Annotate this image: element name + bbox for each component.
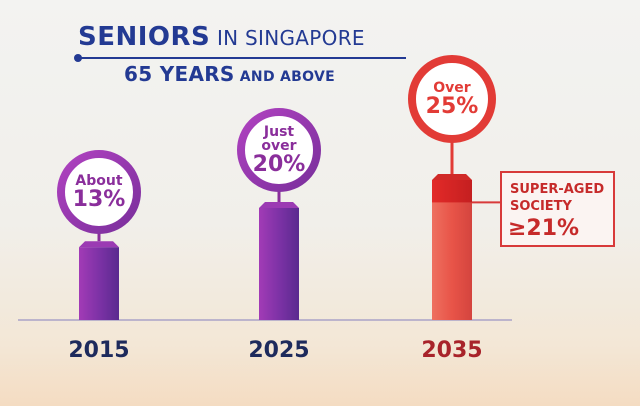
year-label-2035: 2035 — [421, 338, 483, 363]
title-line-1: SENIORS IN SINGAPORE — [78, 22, 365, 52]
year-label-2025: 2025 — [248, 338, 310, 363]
annotation-line-1: SUPER-AGED — [510, 182, 605, 197]
super-aged-annotation: SUPER-AGED SOCIETY ≥21% — [500, 171, 615, 247]
title-rule — [80, 57, 406, 59]
label-value: 13% — [72, 187, 126, 212]
bar-label-2015: About 13% — [63, 174, 135, 211]
label-prefix: Just — [263, 124, 295, 140]
title-line-2: 65 YEARS AND ABOVE — [124, 62, 335, 86]
bar-2035 — [432, 180, 472, 320]
bar-label-2025: Just over 20% — [243, 125, 315, 176]
subtitle-bold: 65 YEARS — [124, 62, 235, 86]
label-prefix: over — [261, 138, 297, 154]
year-label-2015: 2015 — [68, 338, 130, 363]
label-ring-2015 — [57, 150, 141, 234]
subtitle-rest: AND ABOVE — [234, 69, 335, 85]
label-ring-2035 — [408, 55, 496, 143]
bar-top-2015 — [79, 241, 119, 248]
label-value: 20% — [252, 152, 306, 177]
chart-title: SENIORS IN SINGAPORE 65 YEARS AND ABOVE — [0, 0, 640, 90]
title-rule-dot — [74, 54, 82, 62]
label-value: 25% — [425, 94, 479, 119]
label-prefix: Over — [433, 80, 471, 96]
annotation-line-2: SOCIETY — [510, 199, 572, 214]
bar-2015 — [79, 247, 119, 320]
annotation-value: ≥21% — [508, 216, 580, 241]
title-bold: SENIORS — [78, 22, 211, 52]
super-aged-segment — [432, 180, 472, 203]
bar-top-2035 — [432, 174, 472, 180]
bar-2025 — [259, 208, 299, 320]
bar-label-2035: Over 25% — [416, 81, 488, 118]
bar-top-2025 — [259, 202, 299, 208]
label-ring-2025 — [237, 108, 321, 192]
label-prefix: About — [75, 173, 123, 189]
title-rest: IN SINGAPORE — [210, 26, 365, 50]
